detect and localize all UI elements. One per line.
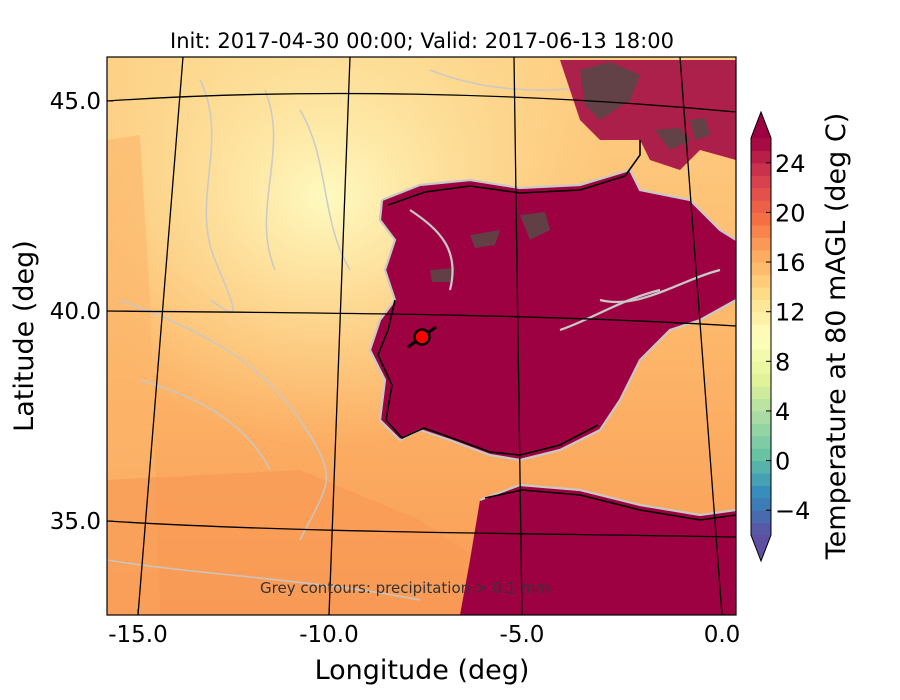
- x-tick-label: 0.0: [704, 622, 741, 648]
- chart-title: Init: 2017-04-30 00:00; Valid: 2017-06-1…: [170, 29, 674, 53]
- site-marker: [407, 325, 437, 349]
- meridian-10w: [328, 57, 351, 615]
- colorbar-segment: [751, 435, 771, 449]
- colorbar-segment: [751, 200, 771, 214]
- meridian-0: [679, 57, 723, 615]
- y-axis: 45.0 40.0 35.0: [50, 89, 113, 535]
- meridian-5w: [513, 57, 523, 615]
- colorbar-segment: [751, 249, 771, 263]
- plot-frame: [106, 56, 737, 616]
- colorbar-segment: [751, 162, 771, 176]
- colorbar-tick-label: 24: [775, 150, 806, 178]
- colorbar-tick-label: 8: [775, 348, 790, 376]
- colorbar-segment: [751, 286, 771, 300]
- y-tick-label: 35.0: [50, 509, 101, 535]
- colorbar-label: Temperature at 80 mAGL (deg C): [821, 113, 852, 561]
- x-tick-label: -15.0: [108, 622, 168, 648]
- colorbar-segment: [751, 410, 771, 424]
- colorbar-segment: [751, 311, 771, 325]
- colorbar-segment: [751, 274, 771, 288]
- coastlines: [377, 140, 736, 521]
- colorbar-tick-label: 0: [775, 448, 790, 476]
- colorbar-segment: [751, 224, 771, 238]
- colorbar-segment: [751, 522, 771, 536]
- colorbar-segment: [751, 324, 771, 338]
- colorbar-outline: [750, 110, 772, 563]
- colorbar-segment: [751, 262, 771, 276]
- colorbar-tick-label: 12: [775, 299, 806, 327]
- parallel-45: [107, 92, 736, 113]
- colorbar: 24 20 16 12 8 4 0 −4: [750, 110, 810, 563]
- parallel-40: [107, 310, 736, 327]
- colorbar-extend-max: [751, 112, 771, 138]
- colorbar-segment: [751, 348, 771, 362]
- colorbar-segment: [751, 386, 771, 400]
- colorbar-segment: [751, 497, 771, 511]
- y-tick-label: 40.0: [50, 299, 101, 325]
- colorbar-tick-label: −4: [775, 497, 810, 525]
- colorbar-segment: [751, 187, 771, 201]
- x-tick-label: -10.0: [299, 622, 359, 648]
- parallel-35: [107, 520, 736, 538]
- north-africa-land-hot: [460, 485, 736, 615]
- x-axis: -15.0 -10.0 -5.0 0.0: [108, 609, 740, 648]
- x-axis-label: Longitude (deg): [315, 655, 530, 686]
- colorbar-segment: [751, 336, 771, 350]
- x-tick-label: -5.0: [500, 622, 545, 648]
- colorbar-segment: [751, 472, 771, 486]
- colorbar-segment: [751, 237, 771, 251]
- contour-annotation: Grey contours: precipitation > 0.1 mm: [260, 579, 550, 597]
- colorbar-segment: [751, 138, 771, 152]
- mountain-cool-patches: [430, 62, 710, 282]
- colorbar-segment: [751, 212, 771, 226]
- colorbar-tick-label: 16: [775, 249, 806, 277]
- colorbar-tick-label: 4: [775, 398, 790, 426]
- colorbar-segment: [751, 423, 771, 437]
- y-tick-label: 45.0: [50, 89, 101, 115]
- colorbar-segment: [751, 150, 771, 164]
- iberia-land-hot: [370, 170, 736, 460]
- colorbar-segment: [751, 485, 771, 499]
- colorbar-segment: [751, 448, 771, 462]
- graticule: [107, 57, 736, 615]
- colorbar-segment: [751, 299, 771, 313]
- colorbar-extend-min: [751, 535, 771, 561]
- colorbar-segment: [751, 510, 771, 524]
- colorbar-segment: [751, 373, 771, 387]
- map-plot: Grey contours: precipitation > 0.1 mm: [107, 57, 736, 615]
- colorbar-tick-label: 20: [775, 199, 806, 227]
- colorbar-segment: [751, 398, 771, 412]
- colorbar-segment: [751, 460, 771, 474]
- colorbar-segment: [751, 361, 771, 375]
- southern-warm-sea: [107, 470, 520, 615]
- y-axis-label: Latitude (deg): [9, 240, 40, 432]
- colorbar-segment: [751, 175, 771, 189]
- meridian-15w: [137, 57, 184, 615]
